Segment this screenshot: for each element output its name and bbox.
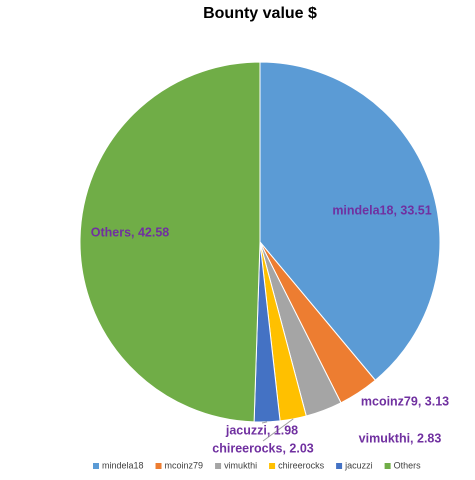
legend-label: vimukthi (224, 460, 257, 470)
pie-slice (79, 61, 261, 423)
data-label: mcoinz79, 3.13 (361, 394, 449, 408)
legend-swatch (384, 463, 391, 469)
legend-label: mindela18 (102, 460, 144, 470)
legend-label: chireerocks (278, 460, 325, 470)
chart-title: Bounty value $ (203, 5, 317, 22)
legend-swatch (336, 463, 343, 469)
data-label: chireerocks, 2.03 (212, 441, 314, 455)
leader-line (261, 421, 268, 424)
data-label: vimukthi, 2.83 (359, 431, 442, 445)
data-label: Others, 42.58 (91, 225, 170, 239)
legend-swatch (215, 463, 222, 469)
pie-slice (259, 61, 441, 381)
legend-swatch (93, 463, 99, 469)
legend-swatch (269, 463, 276, 469)
legend-label: Others (394, 460, 422, 470)
data-label: mindela18, 33.51 (332, 203, 431, 217)
legend-swatch (155, 463, 162, 469)
legend-label: jacuzzi (344, 460, 373, 470)
leader-line (262, 418, 294, 442)
data-label: jacuzzi, 1.98 (225, 423, 298, 437)
legend-label: mcoinz79 (165, 460, 204, 470)
